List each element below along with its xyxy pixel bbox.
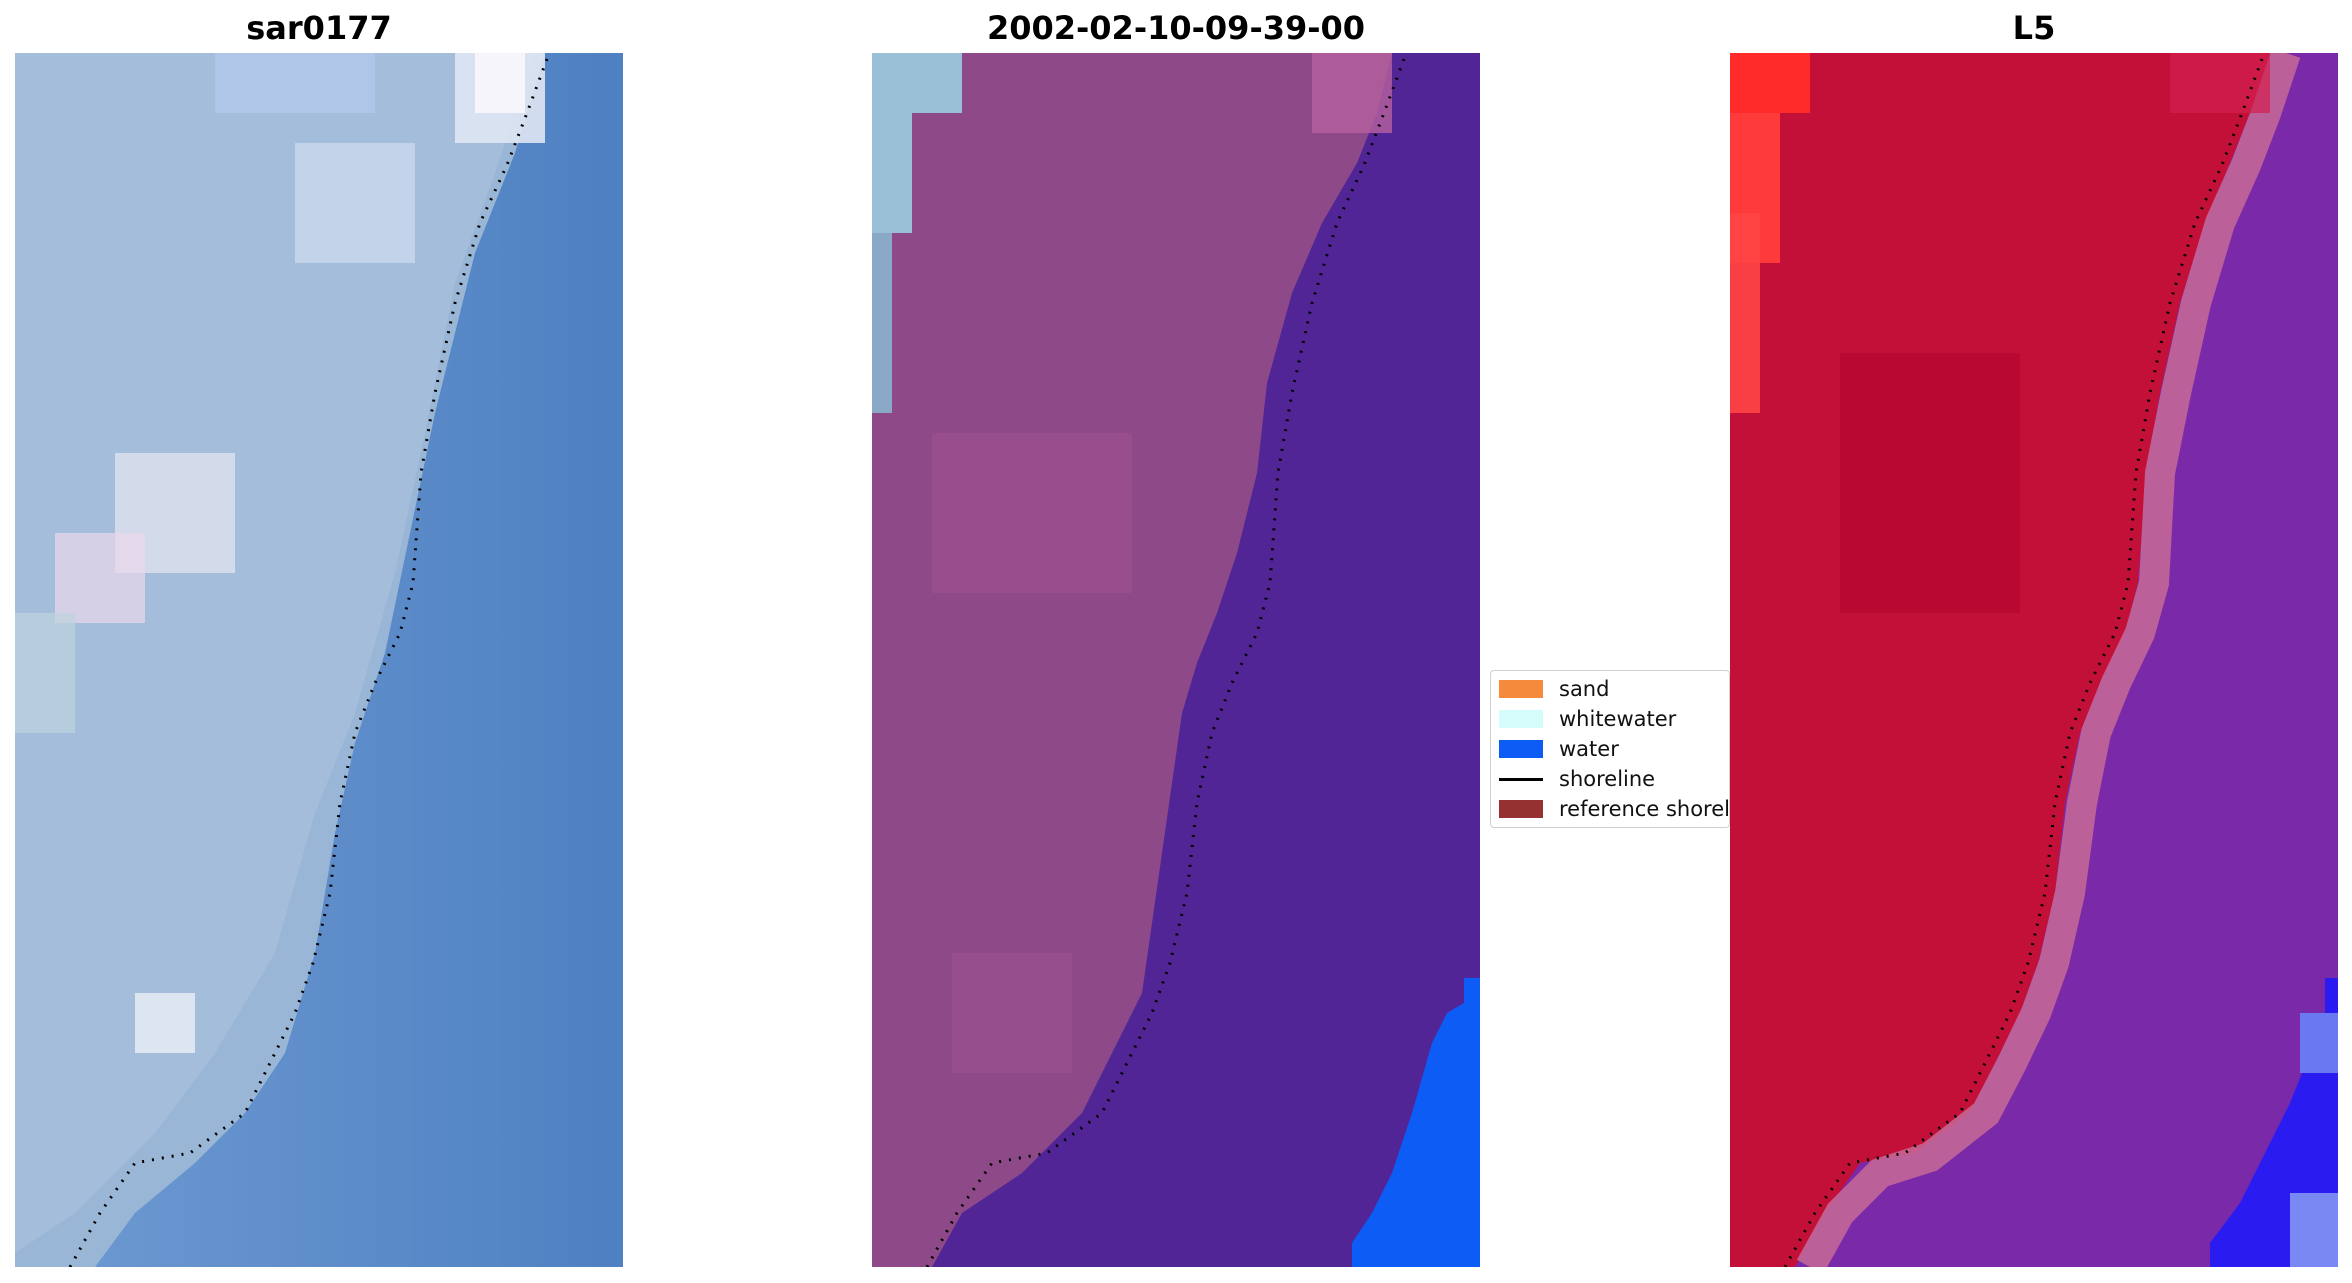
panel-title-ndwi: L5 (2012, 9, 2056, 47)
legend-item-shoreline: shoreline (1499, 764, 1655, 794)
index-image-panel (1730, 53, 2338, 1267)
legend-swatch-reference-shoreline (1499, 800, 1543, 818)
rgb-image (15, 53, 623, 1267)
classified-image (872, 53, 1480, 1267)
classified-whitewater-patch (872, 53, 962, 113)
shoreline-classified (925, 58, 1406, 1267)
legend-item-sand: sand (1499, 674, 1609, 704)
legend-label-reference-shoreline: reference shoreli (1559, 797, 1730, 821)
legend-item-whitewater: whitewater (1499, 704, 1676, 734)
legend-label-sand: sand (1559, 677, 1610, 701)
shoreline-index (1783, 58, 2264, 1267)
legend-label-shoreline: shoreline (1559, 767, 1656, 791)
classified-water-blue-region (1352, 978, 1480, 1267)
legend-swatch-sand (1499, 680, 1543, 698)
legend-label-water: water (1559, 737, 1619, 761)
rgb-image-panel (15, 53, 623, 1267)
legend-label-whitewater: whitewater (1559, 707, 1677, 731)
legend-item-water: water (1499, 734, 1619, 764)
legend-swatch-whitewater (1499, 710, 1543, 728)
legend-item-reference-shoreline: reference shoreli (1499, 794, 1730, 824)
index-image (1730, 53, 2338, 1267)
classified-image-panel (872, 53, 1480, 1267)
legend: sand whitewater water shoreline referenc… (1490, 670, 1730, 828)
panel-title-classified: 2002-02-10-09-39-00 (986, 9, 1366, 47)
panel-title-rgb: sar0177 (246, 9, 392, 47)
legend-line-shoreline (1499, 777, 1543, 781)
legend-swatch-water (1499, 740, 1543, 758)
shoreline-rgb (68, 58, 549, 1267)
